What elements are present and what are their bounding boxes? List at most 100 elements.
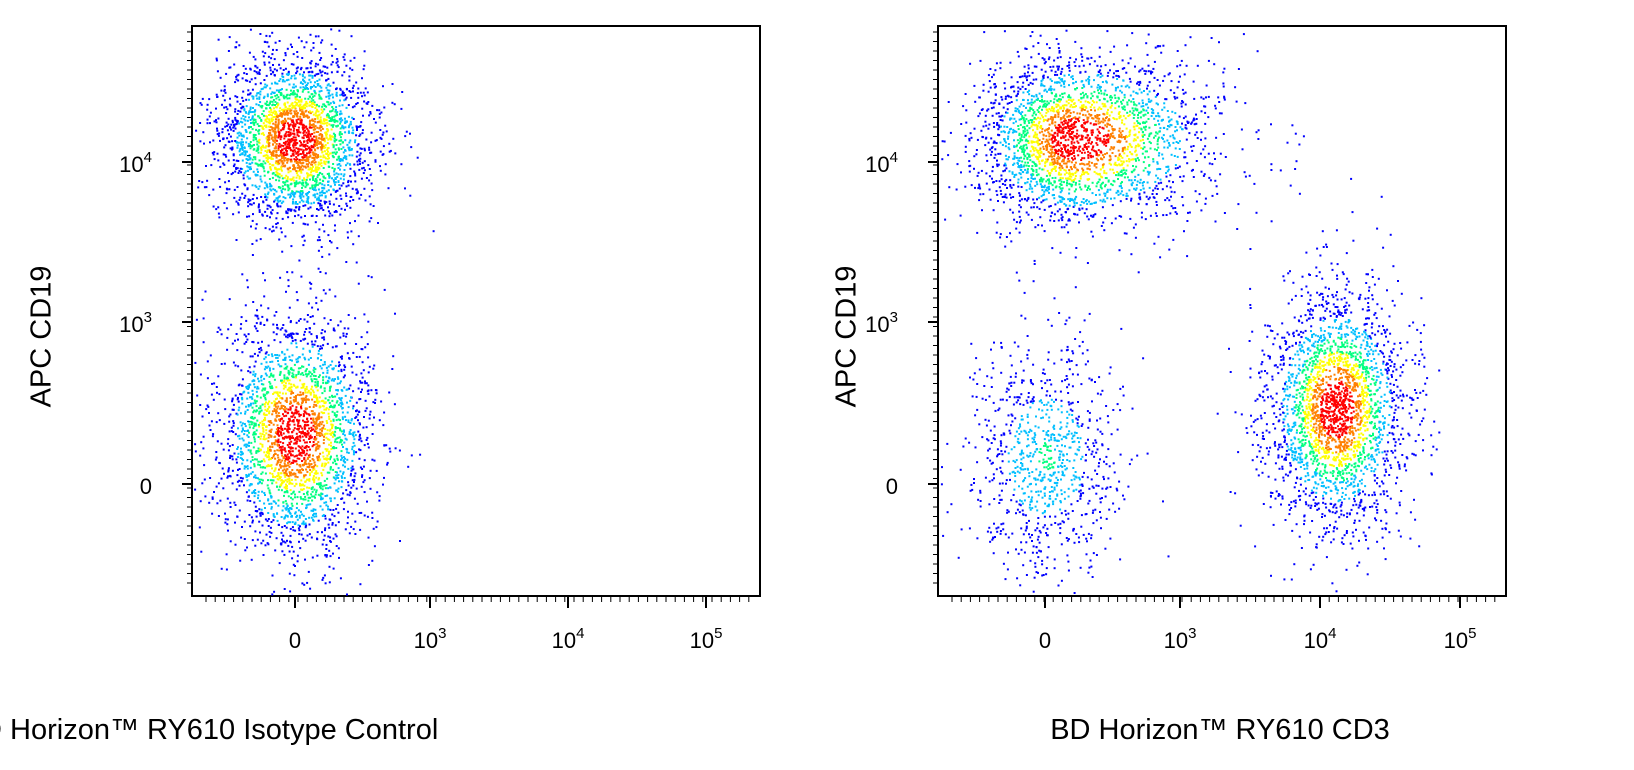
data-point [321, 143, 324, 146]
data-point [268, 110, 271, 113]
data-point [213, 120, 216, 123]
data-point [217, 515, 220, 517]
data-point [329, 137, 332, 140]
data-point [308, 174, 311, 177]
data-point [280, 434, 283, 437]
data-point [292, 420, 295, 423]
data-point [327, 138, 330, 141]
data-point [323, 402, 326, 405]
data-point [316, 83, 319, 85]
data-point [259, 437, 262, 440]
data-point [273, 408, 276, 411]
data-point [309, 391, 312, 394]
data-point [276, 168, 279, 171]
data-point [260, 482, 263, 485]
data-point [285, 210, 288, 213]
data-point [316, 383, 319, 386]
data-point [321, 194, 323, 197]
data-point [328, 120, 331, 122]
data-point [302, 200, 305, 203]
data-point [278, 134, 281, 137]
data-point [302, 116, 305, 118]
data-point [287, 544, 290, 547]
data-point [276, 392, 279, 395]
data-point [224, 181, 227, 184]
data-point [305, 41, 308, 44]
data-point [296, 457, 299, 460]
data-point [259, 346, 262, 349]
data-point [280, 92, 283, 95]
data-point [235, 461, 238, 464]
data-point [264, 472, 267, 475]
data-point [289, 148, 292, 151]
data-point [237, 203, 240, 206]
data-point [206, 179, 209, 182]
data-point [295, 507, 298, 509]
data-point [272, 122, 275, 125]
data-point [302, 415, 305, 418]
data-point [239, 153, 242, 156]
data-point [307, 129, 310, 132]
data-point [365, 407, 368, 410]
data-point [343, 71, 346, 74]
data-point [292, 383, 295, 386]
data-point [274, 354, 277, 356]
data-point [372, 401, 375, 404]
data-point [291, 372, 294, 375]
data-point [269, 166, 272, 168]
data-point [279, 328, 282, 331]
y-tick-label: 103 [119, 309, 152, 337]
data-point [343, 374, 346, 377]
data-point [266, 136, 269, 138]
data-point [331, 54, 334, 57]
data-point [274, 154, 277, 157]
data-point [272, 140, 275, 143]
data-point [269, 106, 272, 109]
data-point [301, 123, 304, 126]
data-point [290, 383, 293, 386]
data-point [300, 497, 303, 500]
data-point [266, 100, 268, 103]
data-point [257, 170, 259, 173]
data-point [304, 441, 307, 444]
data-point [284, 507, 287, 510]
data-point [289, 443, 291, 446]
data-point [349, 474, 352, 477]
data-point [287, 417, 290, 420]
data-point [322, 192, 325, 194]
data-point [296, 162, 298, 164]
data-point [284, 67, 287, 70]
data-point [283, 147, 286, 150]
data-point [257, 132, 260, 135]
data-point [275, 502, 277, 505]
data-point [339, 336, 342, 339]
data-point [256, 123, 259, 126]
data-point [273, 74, 276, 77]
data-point [320, 423, 323, 426]
data-point [300, 451, 302, 454]
data-point [245, 491, 248, 494]
data-point [296, 514, 298, 517]
data-point [354, 533, 357, 535]
data-point [306, 127, 309, 130]
data-point [265, 137, 268, 140]
data-point [267, 121, 270, 124]
data-point [305, 395, 308, 397]
data-point [298, 259, 301, 262]
data-point [267, 191, 270, 194]
data-point [320, 367, 323, 370]
data-point [286, 334, 289, 337]
data-point [261, 315, 264, 318]
data-point [353, 478, 356, 481]
data-point [251, 128, 254, 131]
data-point [293, 139, 296, 142]
data-point [327, 153, 330, 156]
data-point [309, 287, 312, 290]
data-point [269, 374, 272, 377]
data-point [292, 106, 295, 109]
data-point [295, 342, 298, 345]
data-point [278, 132, 281, 135]
data-point [319, 487, 322, 490]
data-point [228, 445, 231, 448]
data-point [335, 125, 338, 128]
